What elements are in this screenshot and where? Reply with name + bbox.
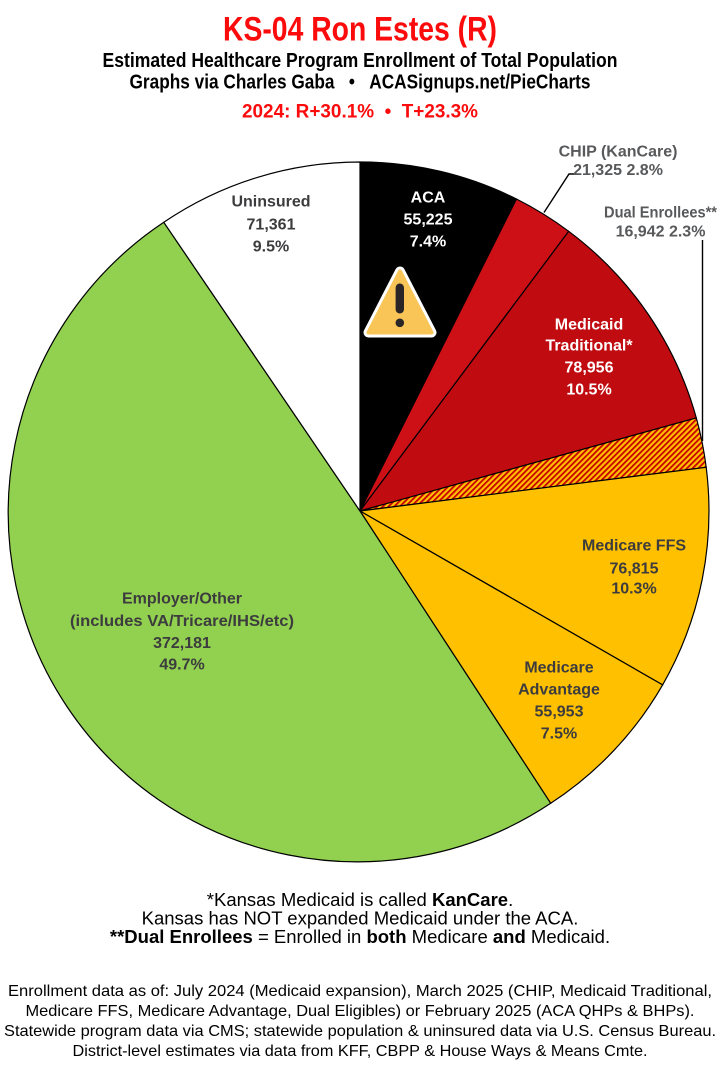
svg-text:KS-04 Ron Estes (R): KS-04 Ron Estes (R) xyxy=(223,10,497,48)
svg-text:ACA: ACA xyxy=(411,190,446,207)
svg-text:372,181: 372,181 xyxy=(153,635,211,652)
svg-text:78,956: 78,956 xyxy=(565,360,614,377)
svg-text:55,225: 55,225 xyxy=(404,212,453,229)
svg-text:55,953: 55,953 xyxy=(535,704,584,721)
svg-text:Traditional*: Traditional* xyxy=(545,338,633,355)
svg-text:Enrollment data as of: July 20: Enrollment data as of: July 2024 (Medica… xyxy=(8,983,712,1000)
svg-text:(includes VA/Tricare/IHS/etc): (includes VA/Tricare/IHS/etc) xyxy=(70,613,294,630)
svg-text:9.5%: 9.5% xyxy=(253,239,289,256)
svg-text:Dual Enrollees**: Dual Enrollees** xyxy=(604,205,718,222)
svg-text:Employer/Other: Employer/Other xyxy=(122,591,242,608)
svg-text:Medicare FFS, Medicare Advanta: Medicare FFS, Medicare Advantage, Dual E… xyxy=(26,1003,695,1020)
svg-text:*Kansas Medicaid is called Kan: *Kansas Medicaid is called KanCare. xyxy=(207,889,513,910)
svg-text:Uninsured: Uninsured xyxy=(231,194,310,211)
svg-text:7.4%: 7.4% xyxy=(410,234,446,251)
svg-text:71,361: 71,361 xyxy=(247,217,296,234)
svg-text:Medicare: Medicare xyxy=(524,660,593,677)
svg-text:CHIP (KanCare): CHIP (KanCare) xyxy=(559,144,678,161)
svg-text:Medicare FFS: Medicare FFS xyxy=(582,538,686,555)
svg-text:Estimated Healthcare Program E: Estimated Healthcare Program Enrollment … xyxy=(103,50,618,72)
svg-text:49.7%: 49.7% xyxy=(159,657,204,674)
svg-text:Kansas has NOT expanded Medica: Kansas has NOT expanded Medicaid under t… xyxy=(142,907,579,928)
svg-text:10.5%: 10.5% xyxy=(566,382,611,399)
svg-text:21,325 2.8%: 21,325 2.8% xyxy=(573,162,663,179)
svg-text:Graphs via Charles Gaba •: Graphs via Charles Gaba • ACASignups.net… xyxy=(130,72,591,94)
svg-text:76,815: 76,815 xyxy=(610,561,659,578)
svg-text:10.3%: 10.3% xyxy=(611,581,656,598)
svg-text:7.5%: 7.5% xyxy=(541,726,577,743)
svg-text:District-level estimates via d: District-level estimates via data from K… xyxy=(73,1043,648,1060)
svg-text:Statewide program data via CMS: Statewide program data via CMS; statewid… xyxy=(4,1023,716,1040)
svg-text:**Dual Enrollees = Enrolled in: **Dual Enrollees = Enrolled in both Medi… xyxy=(110,926,610,947)
svg-text:Medicaid: Medicaid xyxy=(555,317,623,334)
svg-text:16,942 2.3%: 16,942 2.3% xyxy=(616,224,706,241)
svg-text:2024: R+30.1% • T+23.3%: 2024: R+30.1% • T+23.3% xyxy=(242,102,478,123)
svg-text:Advantage: Advantage xyxy=(518,682,600,699)
